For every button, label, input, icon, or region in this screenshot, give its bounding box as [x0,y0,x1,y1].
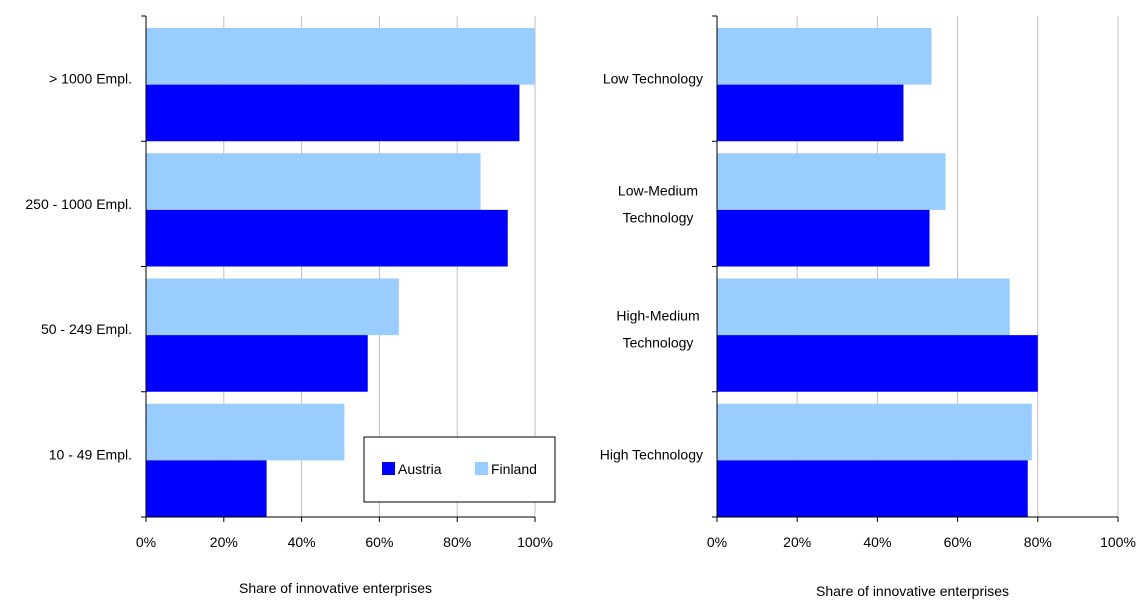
category-label-250-1000-empl: 250 - 1000 Empl. [25,196,132,212]
chart-left-employment-size: 0% 20% 40% 60% 80% 100% > 1000 Empl. 250 - 1000… [25,15,553,596]
category-label-high-technology: High Technology [600,446,703,462]
x-tick-label: 20% [210,534,238,550]
legend-swatch-finland [475,462,488,475]
bar-austria-50-249-empl [146,335,368,392]
x-axis-title: Share of innovative enterprises [239,580,432,596]
category-label-1000-empl: > 1000 Empl. [49,71,132,87]
category-label-50-249-empl: 50 - 249 Empl. [41,321,132,337]
bar-austria-low-medium-technology [717,209,930,267]
x-tick-label: 0% [136,534,156,550]
bar-finland-1000-empl [146,28,535,85]
category-label-low-medium-technology: Low-Medium Technology [618,182,698,225]
legend-label-finland: Finland [491,461,537,477]
bar-austria-10-49-empl [146,460,267,517]
x-tick-label: 20% [783,534,811,550]
x-tick-label: 40% [288,534,316,550]
legend-frame [363,436,556,503]
x-tick-label: 80% [443,534,471,550]
x-tick-label: 60% [944,534,972,550]
bar-finland-low-medium-technology [717,153,946,210]
bar-finland-high-technology [717,403,1032,461]
x-tick-label: 80% [1024,534,1052,550]
bar-finland-high-medium-technology [717,278,1010,336]
x-tick-label: 100% [1100,534,1136,550]
category-label-high-medium-technology: High-Medium Technology [616,308,699,351]
bar-finland-low-technology [717,28,932,85]
category-label-10-49-empl: 10 - 49 Empl. [49,446,132,462]
bar-austria-high-technology [717,460,1028,517]
chart-right-technology-level: 0% 20% 40% 60% 80% 100% Low Technology Low-Medi… [600,15,1136,599]
bar-austria-low-technology [717,84,904,142]
legend: Austria Finland [363,436,556,503]
bar-finland-50-249-empl [146,278,399,336]
bar-finland-10-49-empl [146,403,345,461]
legend-label-austria: Austria [398,461,442,477]
bar-austria-high-medium-technology [717,335,1038,392]
category-label-low-technology: Low Technology [603,71,703,87]
x-tick-label: 60% [365,534,393,550]
x-tick-label: 0% [707,534,727,550]
x-tick-label: 100% [517,534,553,550]
x-axis-title: Share of innovative enterprises [816,583,1009,599]
x-tick-label: 40% [863,534,891,550]
legend-swatch-austria [382,462,395,475]
bar-austria-250-1000-empl [146,209,508,267]
bar-finland-250-1000-empl [146,153,481,210]
bar-austria-1000-empl [146,84,520,142]
